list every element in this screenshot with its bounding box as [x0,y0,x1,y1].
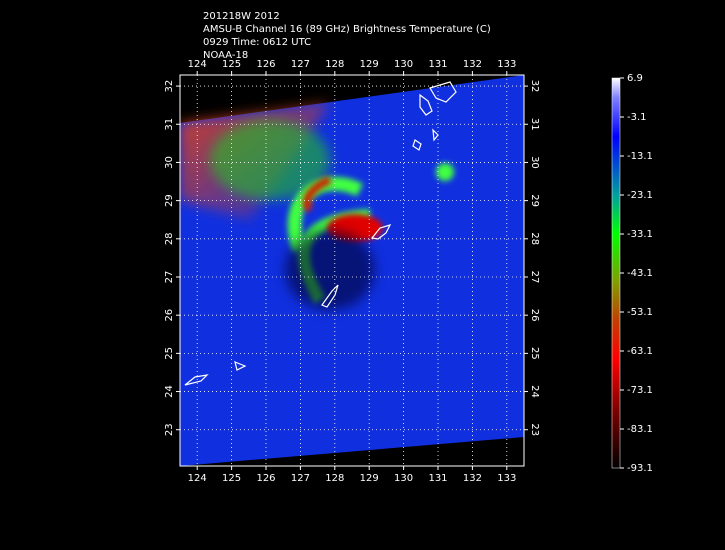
lon-tick-label: 133 [497,59,516,70]
lat-tick-label: 24 [529,385,540,398]
colorbar-tick-label: -23.1 [627,190,653,201]
lat-tick-label: 28 [529,232,540,245]
colorbar-tick-label: -83.1 [627,424,653,435]
lat-tick-label: 23 [164,423,175,436]
lon-tick-label: 124 [188,59,207,70]
lat-tick-label: 31 [529,118,540,131]
lat-tick-label: 30 [164,156,175,169]
lon-tick-label: 125 [222,473,241,484]
header-line: 0929 Time: 0612 UTC [203,37,311,48]
lat-tick-label: 25 [529,347,540,360]
lon-tick-label: 132 [463,473,482,484]
header-line: NOAA-18 [203,50,248,61]
colorbar-tick-label: -73.1 [627,385,653,396]
lon-tick-label: 129 [360,473,379,484]
lat-tick-label: 27 [164,271,175,284]
lat-tick-label: 26 [529,309,540,322]
colorbar-tick-label: 6.9 [627,73,643,84]
lat-tick-label: 26 [164,309,175,322]
coastlines [184,81,457,386]
convection [436,163,454,181]
lon-tick-label: 127 [291,473,310,484]
colorbar-tick-label: -43.1 [627,268,653,279]
lon-tick-label: 130 [394,59,413,70]
colorbar-tick-label: -63.1 [627,346,653,357]
lon-tick-label: 132 [463,59,482,70]
lat-tick-label: 29 [164,194,175,207]
convection [302,176,332,213]
lat-tick-label: 30 [529,156,540,169]
colorbar-tick-label: -33.1 [627,229,653,240]
colorbar-tick-label: -93.1 [627,463,653,474]
colorbar [611,77,621,469]
lon-tick-label: 131 [428,473,447,484]
lat-tick-label: 31 [164,118,175,131]
lon-tick-label: 127 [291,59,310,70]
lon-tick-label: 126 [256,473,275,484]
header-line: 201218W 2012 [203,11,280,22]
colorbar-tick-label: -53.1 [627,307,653,318]
colorbar-tick-label: -3.1 [627,112,647,123]
lon-tick-label: 131 [428,59,447,70]
grid [180,75,524,466]
lat-tick-label: 24 [164,385,175,398]
lon-tick-label: 124 [188,473,207,484]
lat-tick-label: 27 [529,271,540,284]
eye-region [285,230,375,310]
header-line: AMSU-B Channel 16 (89 GHz) Brightness Te… [203,24,491,35]
lon-tick-label: 128 [325,59,344,70]
lat-tick-label: 32 [529,80,540,93]
colorbar-tick-label: -13.1 [627,151,653,162]
lat-tick-label: 28 [164,232,175,245]
lat-tick-label: 32 [164,80,175,93]
lat-tick-label: 29 [529,194,540,207]
lon-tick-label: 125 [222,59,241,70]
lon-tick-label: 130 [394,473,413,484]
lon-tick-label: 126 [256,59,275,70]
lat-tick-label: 25 [164,347,175,360]
lat-tick-label: 23 [529,423,540,436]
lon-tick-label: 128 [325,473,344,484]
lon-tick-label: 129 [360,59,379,70]
lon-tick-label: 133 [497,473,516,484]
header: 201218W 2012 AMSU-B Channel 16 (89 GHz) … [203,11,491,61]
map-frame [179,74,525,467]
